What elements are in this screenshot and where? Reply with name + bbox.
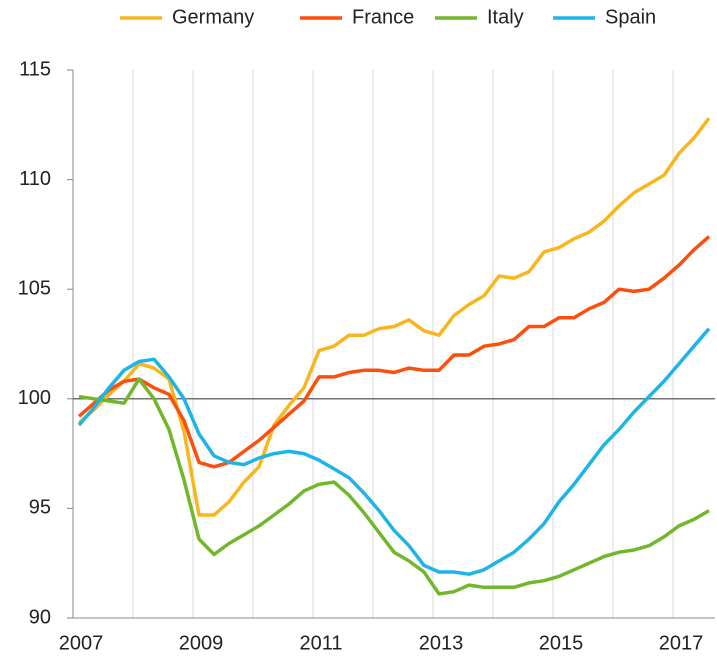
y-tick-label: 100 [18, 387, 51, 409]
x-tick-label: 2013 [419, 632, 464, 654]
series-line [77, 327, 711, 576]
y-tick-label: 115 [19, 58, 51, 80]
y-tick-label: 90 [29, 606, 51, 628]
series-line [77, 235, 711, 469]
y-tick-label: 95 [29, 497, 51, 519]
x-tick-label: 2007 [59, 632, 104, 654]
x-tick-label: 2015 [539, 632, 584, 654]
x-tick-label: 2017 [659, 632, 704, 654]
legend-label: Germany [172, 6, 254, 28]
series-line [78, 377, 710, 596]
legend-label: France [352, 6, 414, 28]
x-tick-label: 2009 [179, 632, 224, 654]
legend-label: Spain [605, 6, 656, 28]
x-tick-label: 2011 [299, 632, 342, 654]
series-line [77, 117, 711, 517]
y-tick-label: 105 [18, 277, 51, 299]
y-tick-label: 110 [19, 168, 51, 190]
legend-label: Italy [487, 6, 524, 28]
